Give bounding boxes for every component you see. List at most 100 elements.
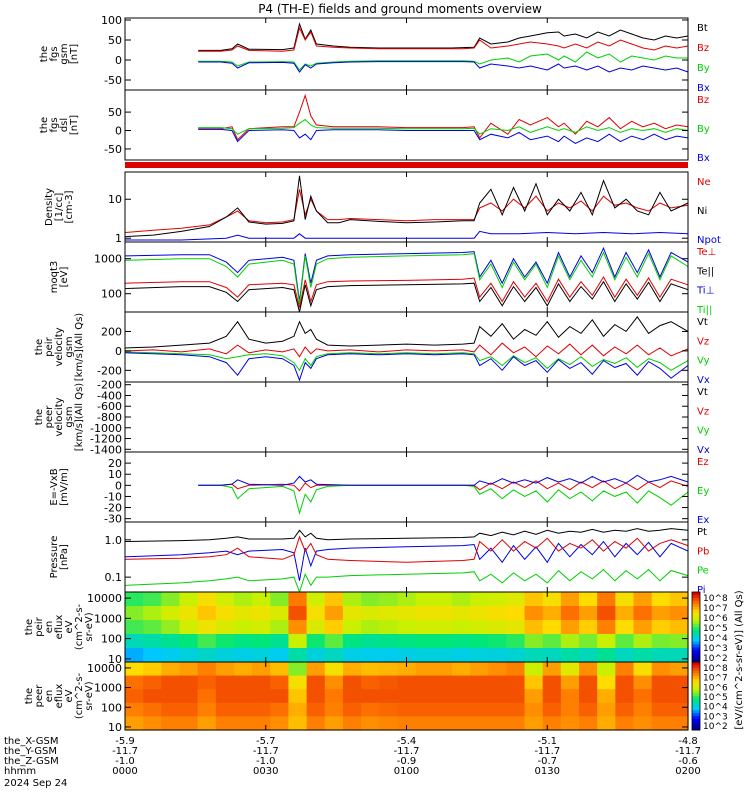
heatmap-cell	[361, 620, 380, 635]
heatmap-cell	[470, 620, 489, 635]
colorbar-segment	[692, 681, 700, 686]
heatmap-cell	[270, 648, 290, 663]
colorbar-tick-label: 10^6	[703, 683, 728, 693]
heatmap-cell	[506, 675, 526, 690]
colorbar-tick-label: 10^2	[703, 654, 728, 664]
heatmap-cell	[579, 620, 598, 635]
heatmap-cell	[524, 606, 544, 621]
heatmap-cell	[161, 689, 181, 704]
y-tick-label: 1000	[94, 253, 122, 266]
heatmap-cell	[379, 606, 399, 621]
heatmap-cell	[651, 689, 671, 704]
series-line-By	[198, 51, 688, 71]
y-tick-label: -800	[97, 411, 122, 424]
y-axis-label: gsm	[59, 43, 70, 64]
y-tick-label: -1000	[90, 422, 122, 435]
heatmap-cell	[361, 592, 380, 607]
heatmap-cell	[288, 689, 308, 704]
heatmap-cell	[397, 662, 417, 677]
heatmap-cell	[361, 716, 380, 731]
heatmap-cell	[451, 689, 471, 704]
heatmap-cell	[433, 662, 453, 677]
heatmap-cell	[524, 689, 544, 704]
heatmap-cell	[506, 606, 526, 621]
heatmap-cell	[579, 606, 598, 621]
heatmap-cell	[197, 620, 217, 635]
heatmap-cell	[270, 620, 290, 635]
y-tick-label: 0.1	[105, 571, 123, 584]
heatmap-cell	[252, 689, 271, 704]
heatmap-cell	[470, 648, 489, 663]
heatmap-cell	[306, 716, 326, 731]
heatmap-cell	[560, 662, 580, 677]
x-tick-value: -5.9	[115, 736, 135, 747]
panel-pressure: 1.0 0.1 Pressure [nPa] Pt Pb Pe Pi	[49, 521, 709, 596]
x-tick-value: -1.0	[115, 756, 135, 767]
colorbar-segment	[692, 727, 700, 731]
heatmap-cell	[651, 648, 671, 663]
colorbar-segment	[692, 641, 700, 645]
heatmap-cell	[488, 675, 507, 690]
y-axis-label: Density	[44, 188, 55, 226]
heatmap-cell	[560, 702, 580, 717]
heatmap-cell	[179, 606, 199, 621]
y-axis-label: [1/cc]	[54, 193, 65, 222]
legend-Vx: Vx	[697, 445, 710, 456]
colorbar-segment	[692, 656, 700, 660]
y-axis-label: en	[44, 621, 55, 634]
x-tick-value: -0.9	[397, 756, 417, 767]
y-axis-label: peir	[34, 616, 45, 636]
legend-Pt: Pt	[697, 527, 707, 538]
heatmap-cell	[379, 675, 399, 690]
legend-Ey: Ey	[697, 486, 709, 497]
heatmap-cell	[560, 716, 580, 731]
y-axis-label: peir	[44, 336, 55, 356]
colorbar-segment	[692, 698, 700, 703]
heatmap-cell	[125, 620, 144, 635]
heatmap-cell	[215, 620, 235, 635]
heatmap-cell	[415, 675, 435, 690]
heatmap-cell	[542, 648, 562, 663]
heatmap-cell	[161, 716, 181, 731]
heatmap-cell	[306, 606, 326, 621]
colorbar-tick-label: 10^8	[703, 594, 728, 604]
y-tick-label: 10	[108, 653, 122, 666]
y-tick-label: -50	[104, 74, 122, 87]
heatmap-cell	[161, 634, 181, 649]
heatmap-cell	[252, 675, 271, 690]
colorbar-segment	[692, 673, 700, 677]
heatmap-cell	[361, 634, 380, 649]
colorbar-segment	[692, 618, 700, 622]
series-line-Ez	[198, 480, 689, 492]
colorbar-segment	[692, 647, 700, 651]
heatmap-cell	[125, 606, 144, 621]
colorbar-tick-label: 10^5	[703, 693, 728, 703]
heatmap-cell	[433, 702, 453, 717]
heatmap-cell	[143, 648, 162, 663]
heatmap-cell	[488, 606, 507, 621]
colorbar-segment	[692, 687, 700, 691]
legend-Vy: Vy	[697, 426, 710, 437]
legend-Npot: Npot	[697, 235, 721, 246]
heatmap-cell	[615, 648, 635, 663]
colorbar-segment	[692, 609, 700, 613]
y-tick-label: 200	[101, 325, 122, 338]
x-tick-value: 0200	[675, 766, 700, 777]
y-axis-label: [km/s](All Qs)	[74, 383, 85, 451]
heatmap-cell	[397, 675, 417, 690]
heatmap-cell	[233, 620, 253, 635]
colorbar-segment	[692, 707, 700, 711]
heatmap-cell	[179, 702, 199, 717]
heatmap-cell	[597, 606, 616, 621]
legend-Vz: Vz	[697, 406, 709, 417]
y-tick-label: -200	[97, 379, 122, 392]
colorbar-tick-label: 10^4	[703, 634, 728, 644]
legend-Vz: Vz	[697, 336, 709, 347]
heatmap-cell	[415, 620, 435, 635]
panel-peer-eflux: 10^810^710^610^510^410^310^2 10000 1000 100…	[24, 661, 728, 734]
legend-Ti⊥: Ti⊥	[696, 286, 714, 297]
colorbar-segment	[692, 650, 700, 654]
heatmap-cell	[433, 606, 453, 621]
heatmap-cell	[379, 592, 399, 607]
panel-peir-eflux: 10^810^710^610^510^410^310^2 10000 1000 100…	[24, 591, 728, 666]
